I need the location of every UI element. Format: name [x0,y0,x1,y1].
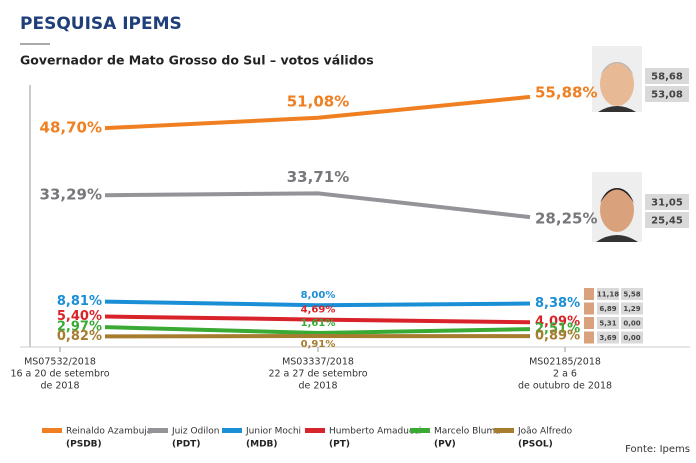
side-value: 0,00 [623,334,640,342]
x-tick-label: 2 a 6 [553,369,577,380]
legend-name: Reinaldo Azambuja [66,427,152,437]
series-line [104,325,531,335]
data-label: 51,08% [287,92,349,110]
data-label: 8,38% [535,296,580,311]
mini-portrait [584,288,594,300]
legend-name: João Alfredo [517,427,573,437]
side-box [621,331,643,344]
data-label: 33,29% [40,186,102,204]
data-label: 4,09% [535,315,580,330]
legend-swatch [410,428,430,433]
legend-party: (PV) [434,440,456,450]
legend-party: (PT) [329,440,350,450]
side-value: 53,08 [651,90,683,101]
subtitle: Governador de Mato Grosso do Sul – votos… [20,53,374,68]
data-label: 0,89% [535,329,580,344]
data-label: 2,97% [57,320,102,335]
x-tick-label: de 2018 [298,381,337,392]
side-box [645,194,689,210]
side-value: 3,69 [599,334,616,342]
legend-swatch [494,428,514,433]
legend-party: (PDT) [172,440,200,450]
portrait [592,172,642,242]
side-box [597,317,619,329]
x-tick-label: 22 a 27 de setembro [268,369,367,380]
data-label: 0,91% [301,339,336,350]
source: Fonte: Ipems [625,444,690,455]
side-box [597,331,619,344]
side-value: 5,31 [599,320,616,328]
side-box [645,212,689,228]
side-value: 25,45 [651,216,683,227]
side-value: 5,58 [623,291,640,299]
x-tick-label: de 2018 [40,381,79,392]
legend-swatch [222,428,242,433]
side-box [597,302,619,315]
data-label: 8,00% [301,290,336,301]
side-value: 58,68 [651,72,683,83]
data-label: 33,71% [287,168,349,186]
series-line [104,191,531,220]
mini-portrait [584,317,594,329]
side-value: 31,05 [651,198,683,209]
side-box [621,288,643,300]
legend-swatch [42,428,62,433]
side-value: 11,18 [597,291,619,299]
series-line [104,314,531,325]
side-value: 1,29 [623,305,640,313]
series-line [104,94,531,131]
side-box [621,302,643,315]
legend-party: (PSOL) [518,440,553,450]
side-box [645,86,689,102]
data-label: 48,70% [40,119,102,137]
side-value: 6,89 [599,305,616,313]
x-tick-label: MS07532/2018 [24,357,96,368]
legend-swatch [305,428,325,433]
legend-name: Humberto Amaducci [329,427,421,437]
portrait [592,46,642,112]
legend-name: Marcelo Bluma [434,427,501,437]
data-label: 8,81% [57,294,102,309]
data-label: 55,88% [535,83,597,101]
side-box [645,68,689,84]
x-tick-label: 16 a 20 de setembro [10,369,109,380]
legend-name: Juiz Odilon [171,427,219,437]
mini-portrait [584,302,594,315]
legend-swatch [148,428,168,433]
legend-name: Junior Mochi [245,427,301,437]
data-label: 28,25% [535,210,597,228]
series-line [104,299,531,308]
side-box [621,317,643,329]
mini-portrait [584,331,594,344]
legend-party: (MDB) [246,440,278,450]
title: PESQUISA IPEMS [20,14,182,34]
x-tick-label: MS02185/2018 [529,357,601,368]
data-label: 2,51% [535,322,580,337]
data-label: 5,40% [57,309,102,324]
side-value: 0,00 [623,320,640,328]
data-label: 1,61% [301,318,336,329]
data-label: 4,69% [301,305,336,316]
legend-party: (PSDB) [66,440,102,450]
side-box [597,288,619,300]
data-label: 0,82% [57,329,102,344]
x-tick-label: MS03337/2018 [282,357,354,368]
x-tick-label: de outubro de 2018 [518,381,612,392]
